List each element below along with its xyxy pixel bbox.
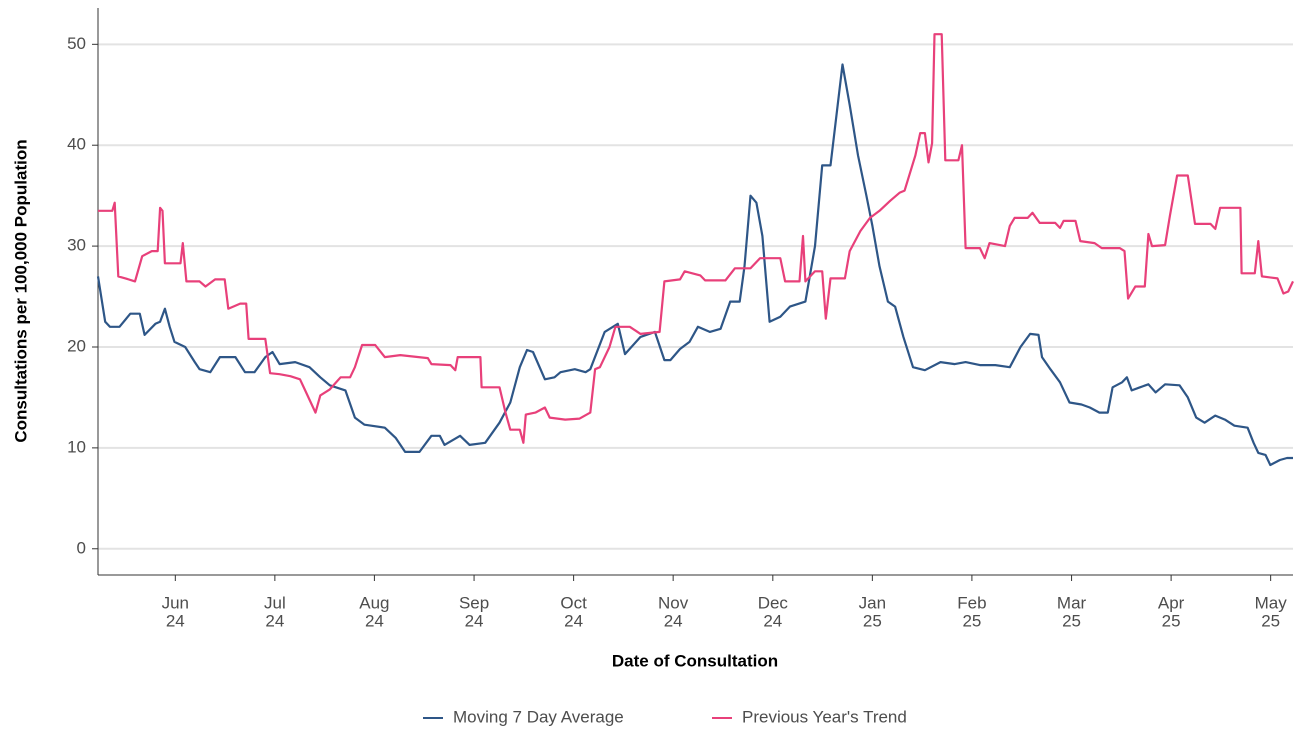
x-tick-label: Jan bbox=[859, 593, 886, 612]
x-tick-label: 24 bbox=[664, 611, 683, 630]
series-line bbox=[98, 33, 1294, 444]
x-tick-label: 24 bbox=[166, 611, 185, 630]
y-tick-label: 50 bbox=[67, 34, 86, 53]
y-tick-label: 40 bbox=[67, 135, 86, 154]
y-tick-label: 10 bbox=[67, 437, 86, 456]
x-tick-label: 24 bbox=[265, 611, 284, 630]
x-tick-label: 25 bbox=[1261, 611, 1280, 630]
x-tick-label: 24 bbox=[564, 611, 583, 630]
x-tick-label: Aug bbox=[359, 593, 389, 612]
x-tick-label: Mar bbox=[1057, 593, 1087, 612]
y-tick-label: 30 bbox=[67, 236, 86, 255]
x-tick-label: Jul bbox=[264, 593, 286, 612]
x-tick-label: Sep bbox=[459, 593, 489, 612]
x-tick-label: Nov bbox=[658, 593, 689, 612]
y-axis-label: Consultations per 100,000 Population bbox=[11, 139, 30, 442]
x-tick-label: 25 bbox=[1162, 611, 1181, 630]
x-tick-label: 24 bbox=[365, 611, 384, 630]
x-tick-label: 24 bbox=[465, 611, 484, 630]
x-tick-label: Oct bbox=[560, 593, 587, 612]
x-tick-label: Feb bbox=[957, 593, 986, 612]
x-tick-label: Apr bbox=[1158, 593, 1185, 612]
x-tick-label: 25 bbox=[962, 611, 981, 630]
y-tick-label: 20 bbox=[67, 336, 86, 355]
x-axis-label: Date of Consultation bbox=[612, 651, 778, 670]
x-tick-label: May bbox=[1255, 593, 1288, 612]
y-tick-label: 0 bbox=[77, 538, 86, 557]
x-tick-label: 25 bbox=[863, 611, 882, 630]
x-tick-label: 25 bbox=[1062, 611, 1081, 630]
legend-label: Moving 7 Day Average bbox=[453, 707, 624, 726]
series-line bbox=[96, 63, 1293, 467]
x-tick-label: Dec bbox=[758, 593, 789, 612]
x-tick-label: Jun bbox=[162, 593, 189, 612]
legend-label: Previous Year's Trend bbox=[742, 707, 907, 726]
x-tick-label: 24 bbox=[763, 611, 782, 630]
